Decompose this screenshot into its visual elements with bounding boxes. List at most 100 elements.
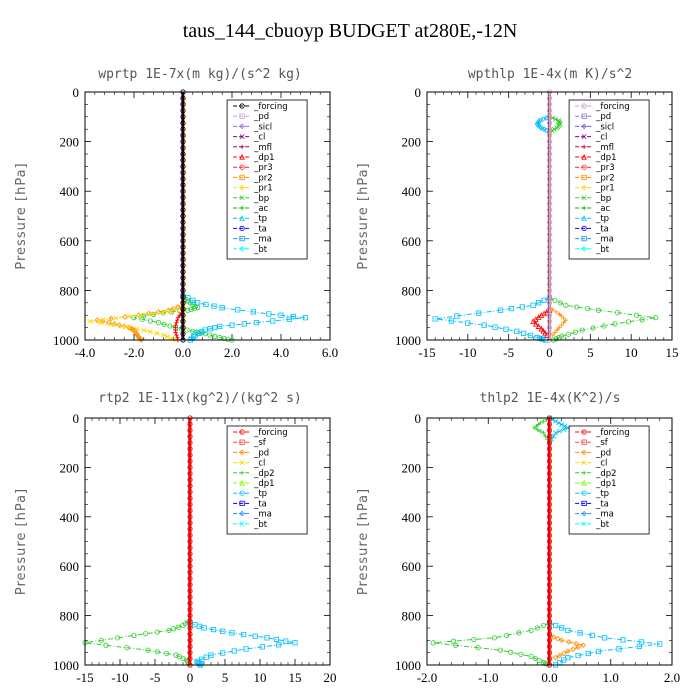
data-point [187, 470, 193, 477]
data-point [579, 327, 585, 333]
x-tick-label: -2.0 [417, 670, 438, 685]
data-point [212, 333, 218, 339]
data-point [546, 508, 553, 514]
data-point [552, 330, 558, 335]
legend-label: _cl [253, 459, 265, 469]
data-point [180, 120, 186, 126]
data-point [239, 184, 245, 191]
data-point [239, 439, 245, 445]
data-point [286, 316, 292, 322]
data-point [534, 625, 540, 631]
data-point [187, 606, 193, 613]
data-point [180, 213, 186, 219]
data-point [138, 312, 144, 318]
data-point [581, 460, 587, 466]
data-point [546, 194, 553, 200]
x-tick-label: -1.0 [478, 670, 499, 685]
data-point [116, 322, 123, 328]
data-point [192, 332, 198, 338]
legend-label: _sf [253, 438, 267, 448]
data-point [154, 330, 160, 336]
plot-frame [426, 417, 673, 666]
data-point [546, 501, 553, 508]
data-point [133, 326, 139, 332]
plot-frame [84, 417, 331, 666]
legend-label: _ma [595, 235, 614, 245]
data-point [180, 170, 186, 176]
data-point [581, 174, 587, 180]
data-point [546, 132, 553, 138]
data-point [191, 305, 198, 312]
data-point [612, 321, 618, 327]
data-point [541, 126, 547, 132]
data-point [187, 514, 193, 520]
data-point [180, 151, 186, 157]
data-point [161, 321, 167, 327]
data-point [180, 157, 186, 163]
data-point [195, 305, 201, 311]
series-markers [546, 620, 663, 668]
data-point [518, 651, 524, 657]
data-point [581, 195, 587, 201]
data-point [241, 321, 247, 327]
data-point [147, 318, 153, 324]
legend-label: _tp [253, 489, 267, 499]
data-point [141, 327, 147, 333]
panel-title: thlp2 1E-4x(K^2)/s [480, 391, 621, 406]
series-line [189, 622, 296, 666]
data-point [546, 532, 553, 538]
data-point [546, 656, 553, 662]
data-point [187, 520, 193, 526]
data-point [173, 330, 178, 335]
y-tick-label: 0 [73, 85, 80, 100]
data-point [561, 320, 566, 325]
data-point [180, 312, 186, 318]
data-point [187, 489, 193, 495]
x-tick-label: 1.0 [603, 670, 619, 685]
data-point [239, 429, 245, 435]
data-point [581, 449, 587, 456]
data-point [546, 588, 553, 594]
data-point [452, 642, 459, 648]
legend-label: _pd [595, 112, 611, 122]
data-point [180, 139, 186, 145]
data-point [180, 287, 186, 293]
data-point [595, 648, 602, 655]
data-point [175, 624, 181, 630]
data-point [536, 300, 542, 306]
data-point [581, 479, 587, 486]
data-point [602, 635, 608, 641]
data-point [552, 297, 558, 303]
data-point [450, 638, 457, 644]
x-tick-label: -4.0 [75, 345, 96, 360]
data-point [430, 640, 436, 646]
data-point [250, 309, 256, 315]
data-point [546, 225, 553, 231]
series-markers [180, 292, 309, 343]
data-point [581, 123, 587, 130]
data-point [546, 569, 553, 575]
data-point [553, 116, 558, 122]
data-point [283, 638, 289, 644]
data-point [187, 545, 193, 551]
data-point [196, 661, 202, 667]
data-point [546, 600, 553, 606]
data-point [546, 188, 553, 194]
data-point [581, 246, 587, 252]
data-point [180, 244, 186, 250]
data-point [143, 631, 149, 637]
data-point [585, 650, 591, 657]
data-point [175, 335, 180, 340]
data-point [546, 452, 553, 458]
data-point [471, 636, 477, 643]
data-point [187, 631, 193, 637]
data-point [174, 332, 179, 338]
data-point [160, 332, 166, 338]
data-point [187, 526, 193, 532]
data-point [180, 293, 186, 300]
series-line [89, 307, 184, 341]
series-markers [546, 415, 553, 668]
data-point [180, 163, 186, 169]
data-point [196, 623, 202, 629]
